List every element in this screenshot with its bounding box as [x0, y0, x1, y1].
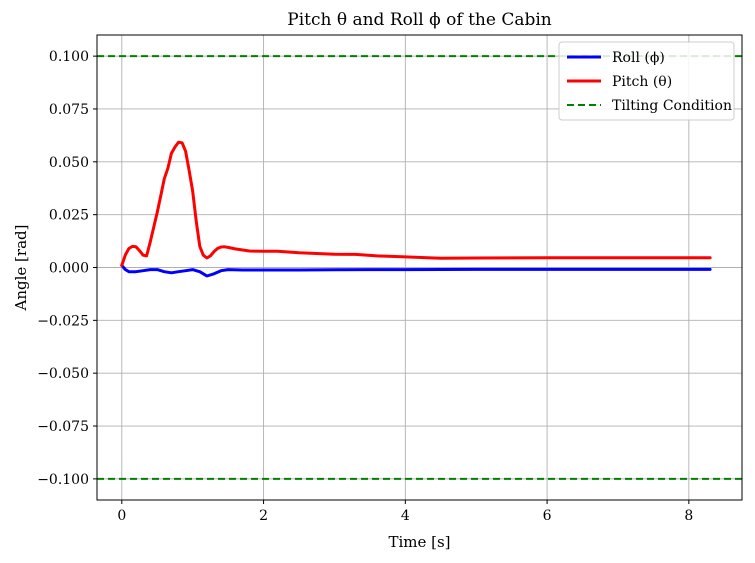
y-tick-label: 0.025	[49, 208, 89, 224]
y-tick-label: −0.100	[37, 472, 89, 488]
y-tick-label: 0.050	[49, 155, 89, 171]
legend-label: Pitch (θ)	[612, 74, 672, 90]
y-tick-label: 0.075	[49, 102, 89, 118]
y-tick-label: 0.000	[49, 261, 89, 277]
y-tick-label: −0.075	[37, 419, 89, 435]
x-tick-label: 8	[684, 508, 693, 524]
legend: Roll (ϕ) Pitch (θ) Tilting Condition	[558, 41, 735, 121]
y-tick-label: 0.100	[49, 49, 89, 65]
chart-title: Pitch θ and Roll ϕ of the Cabin	[287, 10, 552, 30]
y-tick-label: −0.050	[37, 366, 89, 382]
x-tick-label: 4	[401, 508, 410, 524]
pitch-series-line	[120, 140, 712, 267]
legend-box	[558, 41, 735, 121]
x-tick-label: 0	[117, 508, 126, 524]
legend-label: Tilting Condition	[612, 98, 732, 114]
legend-label: Roll (ϕ)	[612, 50, 665, 66]
x-tick-label: 6	[543, 508, 552, 524]
ticks: 0 2 4 6 8 0.100 0.075 0.050 0.025 0.000 −0.025 −0.0…	[37, 49, 693, 524]
x-axis-title: Time [s]	[388, 533, 450, 551]
series-layer	[97, 55, 742, 480]
y-axis-title: Angle [rad]	[12, 225, 30, 312]
x-tick-label: 2	[259, 508, 268, 524]
roll-series-line	[120, 263, 712, 278]
y-tick-label: −0.025	[37, 313, 89, 329]
